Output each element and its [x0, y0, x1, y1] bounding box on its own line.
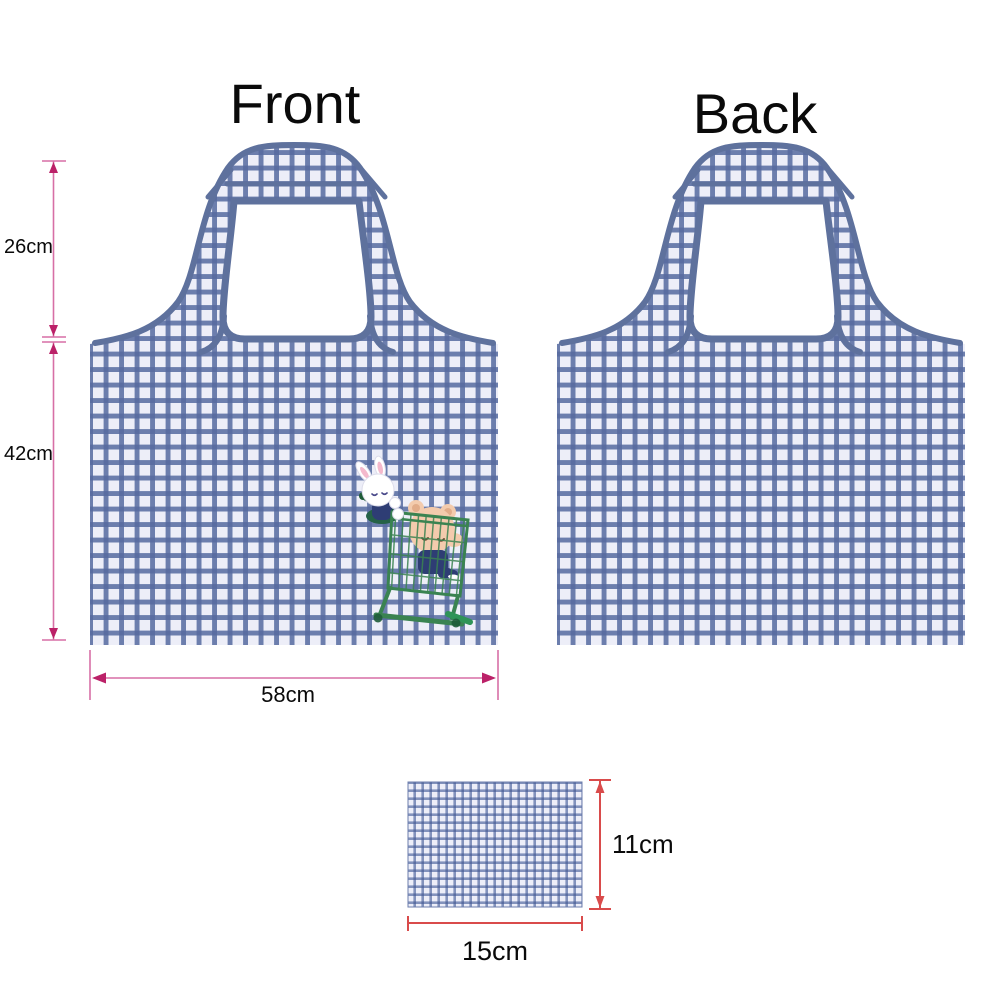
dim-58cm-arrow: [89, 650, 499, 700]
dim-11cm-label: 11cm: [612, 829, 674, 859]
dim-26cm-arrow: [42, 160, 66, 338]
front-bag-illustration: [90, 145, 498, 645]
dim-26cm-label: 26cm: [4, 236, 53, 258]
dim-42cm-label: 42cm: [4, 443, 53, 465]
folded-pouch-illustration: [407, 781, 583, 908]
dim-42cm-arrow: [42, 341, 66, 641]
bunny-character: [355, 455, 404, 520]
dim-58cm-label: 58cm: [261, 682, 315, 707]
dim-15cm-arrow: [407, 916, 583, 931]
back-bag-illustration: [557, 145, 965, 645]
bunny-bear-shopping-cart-graphic: [355, 455, 473, 628]
dim-15cm-label: 15cm: [461, 936, 529, 966]
front-label: Front: [229, 72, 361, 135]
back-label: Back: [692, 82, 818, 145]
dim-11cm-arrow: [589, 779, 611, 910]
